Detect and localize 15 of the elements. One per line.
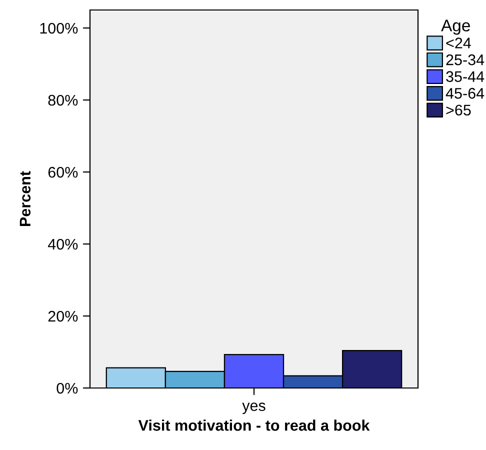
legend-title: Age	[441, 20, 470, 35]
x-axis-title: Visit motivation - to read a book	[138, 420, 370, 431]
legend-label: 45-64	[446, 88, 484, 99]
y-axis-title: Percent	[20, 171, 31, 226]
y-tick-label: 60%	[48, 166, 78, 178]
y-tick-label: 0%	[56, 382, 78, 394]
y-tick-label: 40%	[48, 238, 78, 250]
legend-label: 35-44	[446, 71, 484, 82]
y-tick-label: 100%	[40, 22, 78, 34]
x-tick-label: yes	[242, 402, 266, 414]
y-tick-label: 80%	[48, 94, 78, 106]
y-tick-label: 20%	[48, 310, 78, 322]
legend-label: 25-34	[446, 54, 484, 66]
legend-label: <24	[446, 38, 471, 48]
legend-label: >65	[446, 104, 471, 116]
